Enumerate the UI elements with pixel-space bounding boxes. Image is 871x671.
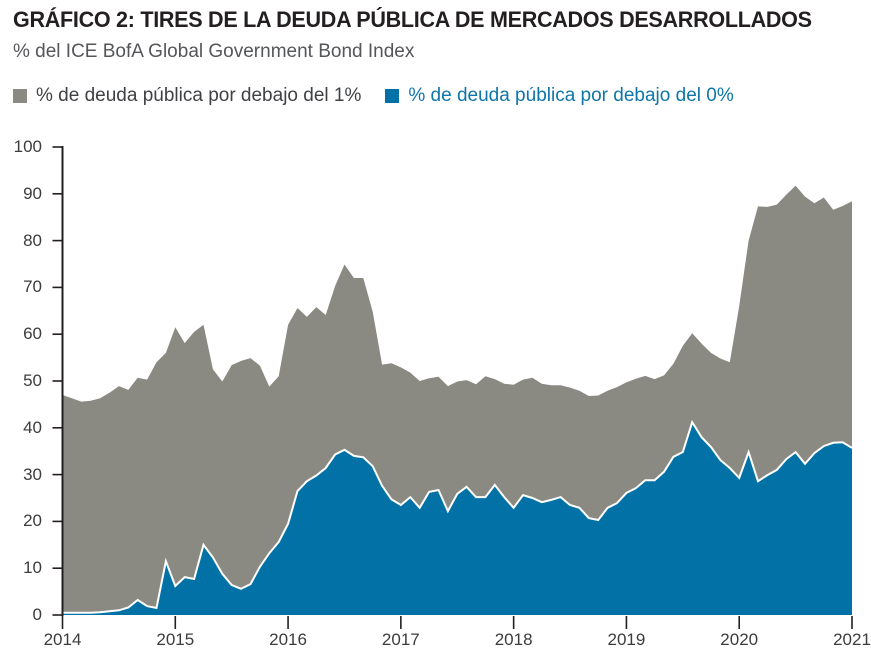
y-axis: [52, 146, 64, 616]
legend-label-below-0pct: % de deuda pública por debajo del 0%: [408, 85, 734, 106]
y-tick-label: 50: [23, 371, 42, 390]
y-tick-label: 40: [23, 417, 42, 437]
legend-label-below-1pct: % de deuda pública por debajo del 1%: [36, 85, 362, 106]
x-tick-label: 2019: [607, 630, 646, 649]
y-tick-label: 20: [23, 511, 42, 531]
series-below-0pct-area: [62, 422, 852, 615]
y-tick-label: 100: [13, 137, 42, 156]
legend-swatch-blue: [385, 89, 400, 103]
legend-item-below-1pct: % de deuda pública por debajo del 1%: [13, 85, 361, 107]
x-tick-label: 2018: [494, 630, 533, 649]
y-tick-label: 80: [23, 230, 42, 250]
x-tick-label: 2021: [833, 630, 871, 649]
series-below-0pct-line: [62, 419, 853, 614]
chart-title: GRÁFICO 2: TIRES DE LA DEUDA PÚBLICA DE …: [13, 7, 812, 32]
x-tick-label: 2020: [720, 630, 759, 649]
x-tick-label: 2014: [43, 630, 82, 649]
legend-item-below-0pct: % de deuda pública por debajo del 0%: [385, 85, 734, 107]
y-tick-label: 70: [23, 277, 42, 297]
legend: % de deuda pública por debajo del 1% % d…: [13, 85, 734, 107]
y-tick-label: 10: [23, 558, 42, 578]
y-tick-label: 90: [23, 183, 42, 203]
x-axis: [61, 616, 853, 629]
y-tick-label: 60: [23, 324, 42, 344]
legend-swatch-gray: [13, 89, 27, 103]
x-tick-label: 2016: [269, 630, 307, 649]
x-tick-label: 2015: [156, 630, 195, 649]
chart-subtitle: % del ICE BofA Global Government Bond In…: [13, 41, 415, 62]
y-tick-label: 0: [32, 605, 42, 624]
x-tick-label: 2017: [381, 630, 420, 649]
y-tick-label: 30: [23, 464, 42, 484]
